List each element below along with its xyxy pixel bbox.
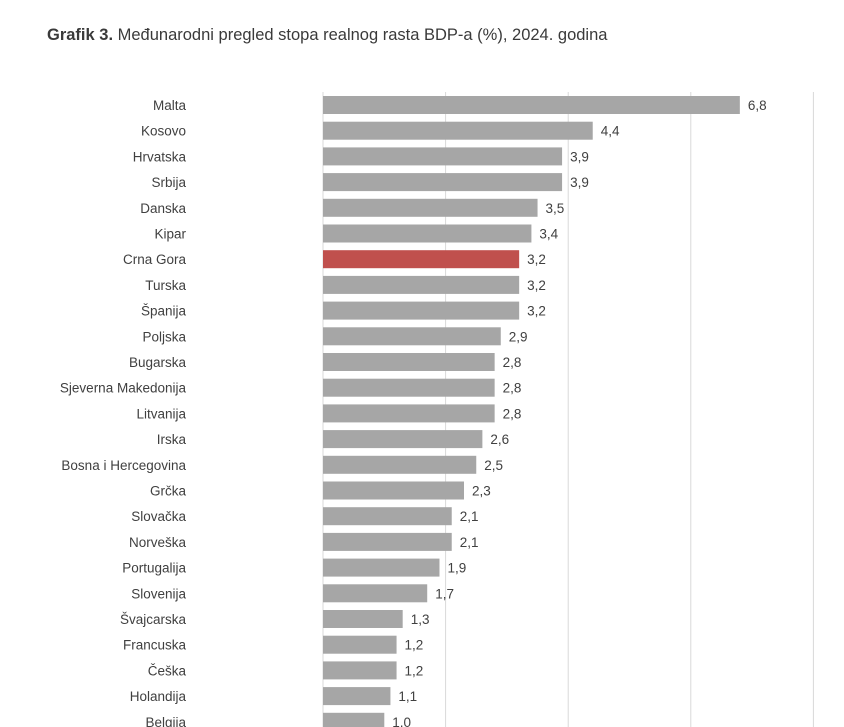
value-label: 4,4 [601, 124, 620, 139]
value-label: 3,2 [527, 304, 546, 319]
value-label: 6,8 [748, 98, 767, 113]
bar-3 [323, 173, 563, 192]
category-label: Hrvatska [133, 149, 187, 164]
value-label: 2,8 [503, 381, 522, 396]
value-label: 2,8 [503, 355, 522, 370]
value-label: 1,7 [435, 586, 454, 601]
value-label: 3,9 [570, 149, 589, 164]
category-label: Sjeverna Makedonija [60, 381, 187, 396]
bar-14 [323, 455, 477, 474]
bar-15 [323, 481, 464, 500]
category-label: Švajcarska [120, 612, 187, 627]
bar-1 [323, 121, 593, 140]
category-label: Kosovo [141, 124, 186, 139]
category-label: Danska [140, 201, 186, 216]
category-label: Turska [145, 278, 186, 293]
category-label: Crna Gora [123, 252, 187, 267]
bar-19 [323, 584, 428, 603]
bar-12 [323, 404, 495, 423]
category-label: Poljska [142, 329, 186, 344]
value-label: 2,1 [460, 509, 479, 524]
category-label: Holandija [130, 689, 187, 704]
chart-title-prefix: Grafik 3. [47, 26, 114, 44]
bar-10 [323, 353, 495, 371]
category-labels: Malta Kosovo Hrvatska Srbija Danska Kipar Crna… [60, 98, 187, 727]
value-label: 1,2 [405, 663, 424, 678]
value-label: 2,9 [509, 329, 528, 344]
value-label: 3,2 [527, 252, 546, 267]
value-label: 3,2 [527, 278, 546, 293]
bar-11 [323, 378, 495, 397]
value-label: 3,4 [539, 227, 558, 242]
category-label: Portugalija [122, 561, 186, 576]
category-label: Norveška [129, 535, 187, 550]
value-label: 2,3 [472, 484, 491, 499]
bar-16 [323, 507, 452, 526]
bar-17 [323, 532, 452, 551]
bar-22 [323, 661, 397, 680]
bar-0 [323, 96, 740, 114]
category-label: Slovačka [131, 509, 186, 524]
value-label: 1,9 [447, 561, 466, 576]
category-label: Francuska [123, 638, 187, 653]
chart-title-text: Međunarodni pregled stopa realnog rasta … [113, 26, 608, 44]
category-label: Irska [157, 432, 187, 447]
category-label: Slovenija [131, 586, 186, 601]
bar-24 [323, 712, 385, 727]
bar-7 [323, 275, 520, 294]
chart-title: Grafik 3. Međunarodni pregled stopa real… [47, 26, 607, 45]
bar-18 [323, 558, 440, 577]
category-label: Malta [153, 98, 187, 113]
category-label: Bugarska [129, 355, 187, 370]
category-label: Belgija [145, 715, 186, 727]
value-label: 2,8 [503, 406, 522, 421]
value-labels: 6,8 4,4 3,9 3,9 3,5 3,4 3,2 3,2 3,2 2,9 2,8 2,8 2,8 2… [392, 98, 766, 727]
value-label: 3,9 [570, 175, 589, 190]
bar-9 [323, 327, 501, 346]
bar-13 [323, 430, 483, 449]
bar-6 [323, 250, 520, 269]
category-label: Grčka [150, 484, 186, 499]
category-label: Litvanija [136, 406, 186, 421]
bar-23 [323, 687, 391, 706]
category-label: Španija [141, 304, 187, 319]
value-label: 1,3 [411, 612, 430, 627]
value-label: 1,0 [392, 715, 411, 727]
bar-8 [323, 301, 520, 320]
category-label: Bosna i Hercegovina [61, 458, 186, 473]
bar-20 [323, 610, 403, 628]
value-label: 3,5 [546, 201, 565, 216]
value-label: 1,2 [405, 638, 424, 653]
category-label: Srbija [151, 175, 186, 190]
bar-21 [323, 635, 397, 654]
value-label: 2,5 [484, 458, 503, 473]
category-label: Kipar [154, 227, 186, 242]
bar-4 [323, 198, 538, 217]
bar-2 [323, 147, 563, 166]
value-label: 2,1 [460, 535, 479, 550]
bar-5 [323, 224, 532, 243]
bars [323, 96, 740, 727]
value-label: 1,1 [398, 689, 417, 704]
value-label: 2,6 [490, 432, 509, 447]
category-label: Češka [148, 663, 187, 678]
